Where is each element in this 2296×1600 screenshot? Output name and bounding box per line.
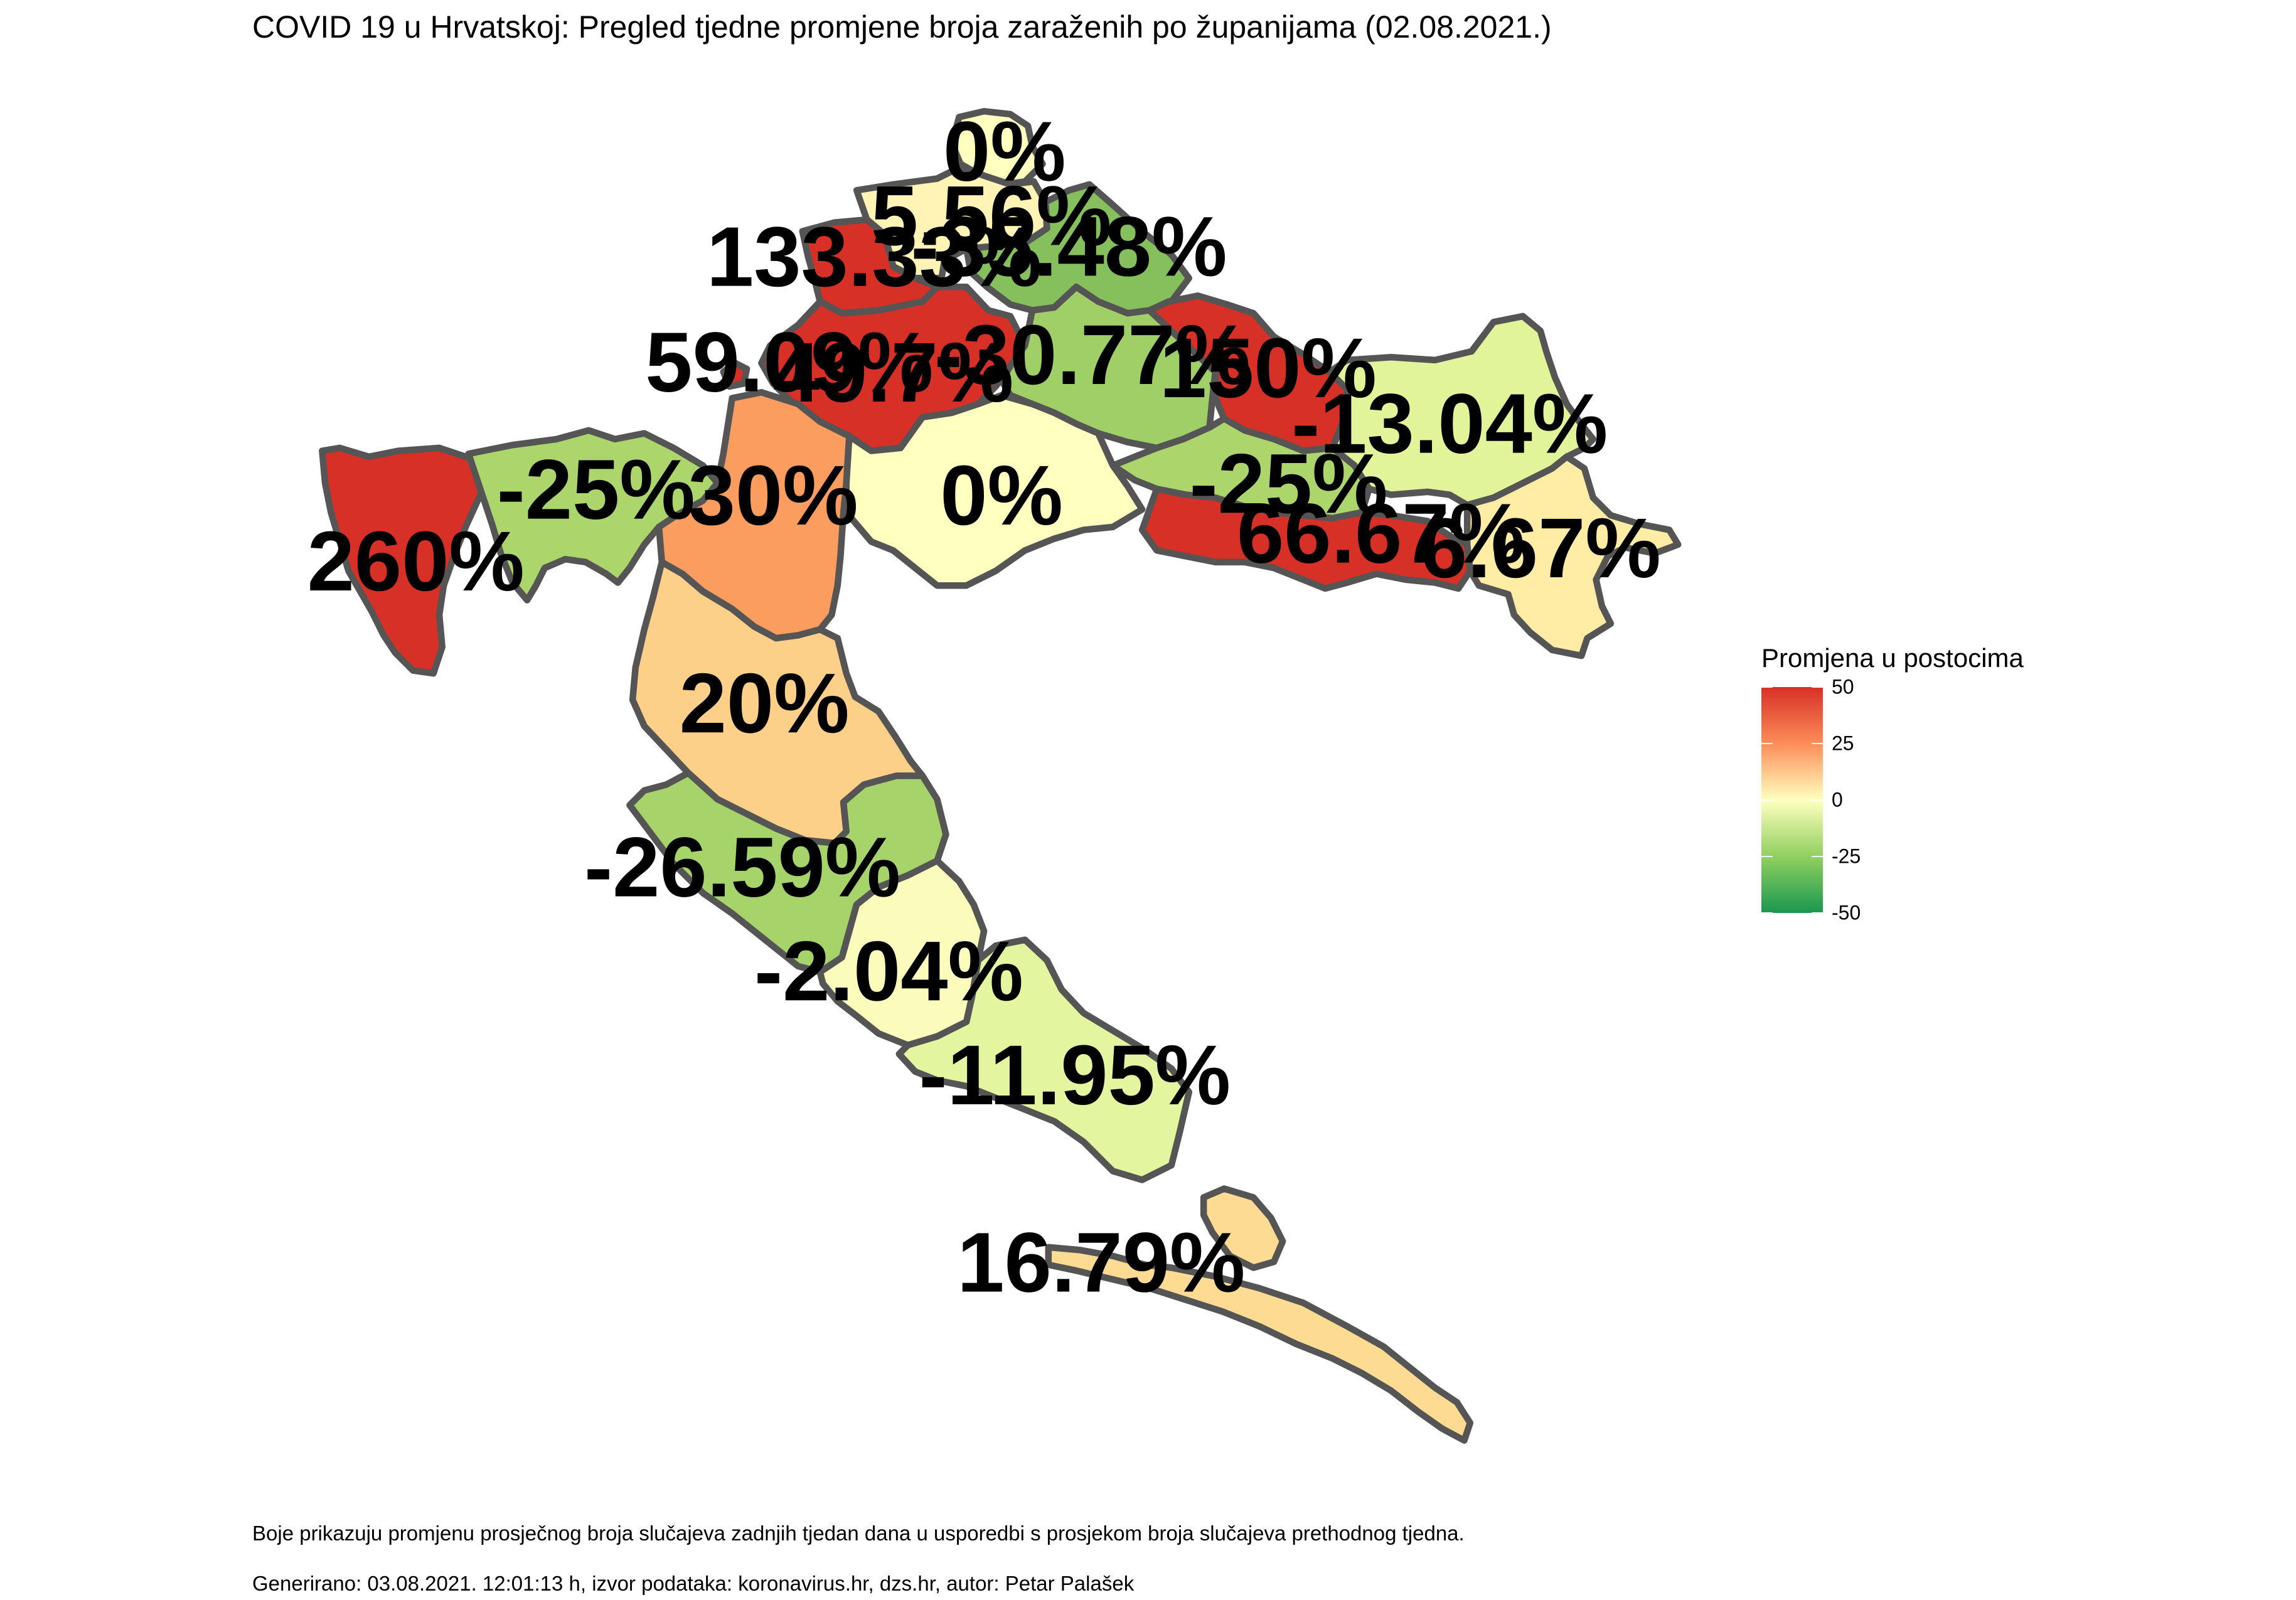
- region-percent-label: 260%: [307, 513, 525, 609]
- color-legend: Promjena u postocima 50 25 0 -25 -50: [1761, 643, 2024, 924]
- caption-source: Generirano: 03.08.2021. 12:01:13 h, izvo…: [252, 1572, 1135, 1595]
- region-percent-label: 6.67%: [1420, 500, 1661, 595]
- caption-description: Boje prikazuju promjenu prosječnog broja…: [252, 1522, 1465, 1545]
- region-percent-label: -2.04%: [754, 923, 1023, 1018]
- legend-tick-label: 50: [1832, 675, 1854, 698]
- region-percent-label: 59.09%: [645, 314, 933, 410]
- region-percent-label: -30.77%: [934, 307, 1251, 402]
- county-koprivnica-krizevci: [963, 181, 1193, 317]
- region-percent-label: 20%: [680, 655, 850, 750]
- page-title: COVID 19 u Hrvatskoj: Pregled tjedne pro…: [252, 9, 1552, 45]
- county-dubrovnik-neretva: [1045, 1185, 1474, 1444]
- region-percent-label: 49.7%: [773, 324, 1014, 420]
- region-percent-label: 66.67%: [1237, 486, 1525, 581]
- legend-tick-label: -25: [1832, 845, 1861, 868]
- legend-tick-label: 0: [1832, 788, 1843, 811]
- county-primorje-gorski-kotar: [465, 427, 721, 604]
- region-percent-label: -35.48%: [910, 198, 1227, 294]
- region-percent-label: -25%: [497, 442, 695, 537]
- region-percent-label: 30%: [688, 447, 858, 543]
- region-percent-label: 5.56%: [871, 168, 1112, 263]
- county-istria: [319, 444, 487, 677]
- county-vukovar-srijem: [1463, 453, 1682, 659]
- region-percent-label: 150%: [1160, 320, 1377, 415]
- county-city-of-zagreb: [720, 360, 750, 390]
- region-percent-label: 0%: [940, 447, 1063, 543]
- region-percent-label: -26.59%: [584, 819, 900, 915]
- region-percent-label: 0%: [943, 104, 1066, 199]
- region-percent-label: 16.79%: [957, 1214, 1245, 1309]
- county-medjimurje: [948, 108, 1046, 188]
- legend-title: Promjena u postocima: [1761, 643, 2024, 673]
- legend-tick-label: 25: [1832, 732, 1854, 755]
- county-split-dalmatia: [895, 936, 1193, 1183]
- legend-color-bar: [1761, 686, 1823, 914]
- region-percent-label: 133.33%: [707, 209, 1042, 304]
- legend-tick-label: -50: [1832, 901, 1861, 924]
- region-percent-label: -13.04%: [1291, 376, 1608, 471]
- region-percent-label: -11.95%: [919, 1027, 1231, 1123]
- county-sisak-moslavina: [843, 392, 1146, 589]
- region-percent-label: -25%: [1190, 435, 1388, 531]
- county-brod-posavina: [1138, 485, 1474, 592]
